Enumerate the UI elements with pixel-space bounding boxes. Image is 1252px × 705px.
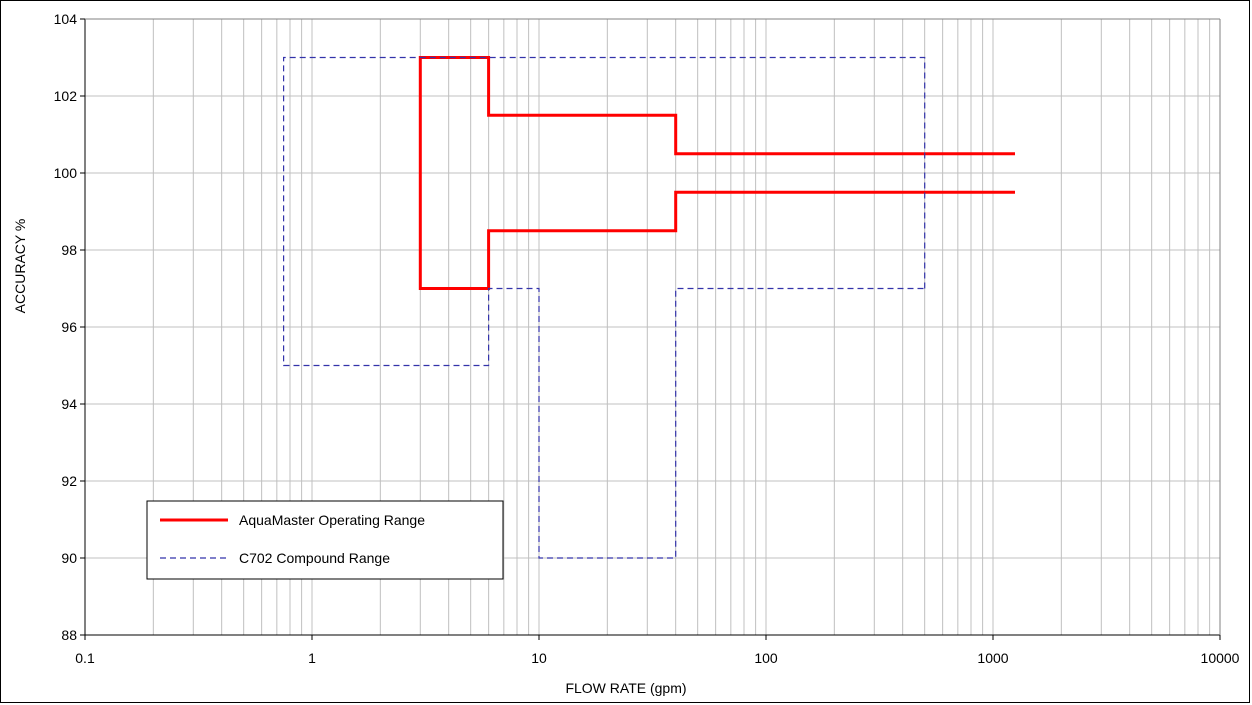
y-tick-label: 104: [54, 11, 78, 27]
aquamaster-range-line: [418, 56, 1015, 290]
x-tick-label: 10: [531, 650, 547, 666]
legend-box: [146, 500, 504, 580]
series-layer: [283, 56, 1015, 559]
y-tick-label: 98: [61, 242, 77, 258]
x-tick-label: 1000: [977, 650, 1008, 666]
y-tick-label: 102: [54, 88, 78, 104]
y-tick-label: 92: [61, 473, 77, 489]
y-tick-label: 90: [61, 550, 77, 566]
y-axis-title: ACCURACY %: [12, 219, 28, 314]
legend: AquaMaster Operating Range C702 Compound…: [146, 500, 504, 580]
tick-labels-layer: 0.1 1 10 100 1000 10000 88 90 92 94 96 98 100 102 104: [54, 11, 1240, 666]
x-tick-label: 10000: [1201, 650, 1240, 666]
x-axis-title: FLOW RATE (gpm): [565, 680, 686, 696]
y-tick-label: 100: [54, 165, 78, 181]
legend-label-aquamaster: AquaMaster Operating Range: [239, 512, 425, 528]
c702-range-line: [283, 56, 926, 559]
y-tick-label: 94: [61, 396, 77, 412]
x-tick-label: 1: [308, 650, 316, 666]
x-tick-label: 0.1: [75, 650, 95, 666]
x-tick-label: 100: [754, 650, 778, 666]
y-tick-label: 96: [61, 319, 77, 335]
y-tick-label: 88: [61, 627, 77, 643]
legend-label-c702: C702 Compound Range: [239, 550, 390, 566]
axes-layer: [80, 18, 1221, 640]
